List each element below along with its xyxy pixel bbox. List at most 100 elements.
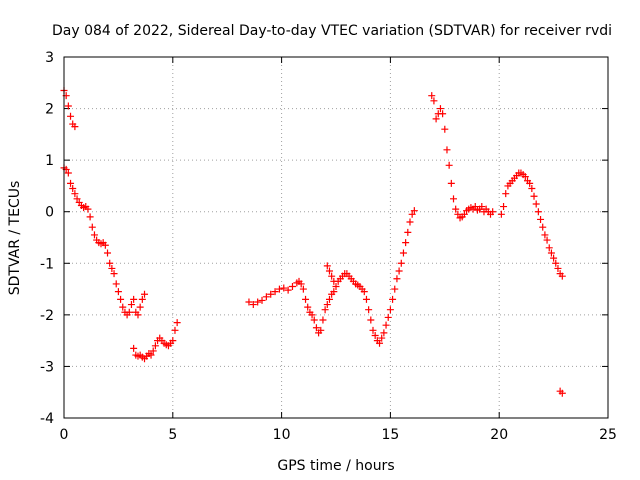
data-point-seg-outlier — [558, 389, 566, 397]
data-point-seg-mid — [302, 295, 310, 303]
x-tick-label: 15 — [381, 427, 399, 443]
data-point-seg-end — [558, 272, 566, 280]
data-point-seg-mid — [397, 259, 405, 267]
data-point-seg-end — [550, 254, 558, 262]
data-point-seg-main — [138, 295, 146, 303]
data-point-seg-mid — [380, 329, 388, 337]
data-point-seg-mid — [299, 285, 307, 293]
data-point-seg-trough — [169, 337, 177, 345]
data-point-seg-late — [450, 195, 458, 203]
data-point-seg-mid — [404, 228, 412, 236]
data-point-seg-early — [64, 102, 72, 110]
data-point-seg-trough — [171, 326, 179, 334]
y-tick-label: 0 — [45, 205, 54, 221]
data-point-seg-mid — [323, 301, 331, 309]
x-tick-label: 5 — [168, 427, 177, 443]
data-point-seg-mid — [402, 239, 410, 247]
data-point-seg-main — [90, 231, 98, 239]
data-point-seg-mid — [367, 316, 375, 324]
data-point-seg-late — [441, 125, 449, 133]
data-point-seg-mid — [393, 275, 401, 283]
chart-title: Day 084 of 2022, Sidereal Day-to-day VTE… — [52, 23, 612, 39]
y-tick-label: 2 — [45, 102, 54, 118]
data-point-seg-main — [112, 280, 120, 288]
data-point-seg-end — [532, 200, 540, 208]
data-point-seg-end — [554, 264, 562, 272]
data-point-seg-mid — [386, 306, 394, 314]
data-point-seg-late — [478, 203, 486, 211]
data-point-seg-mid — [317, 326, 325, 334]
data-point-seg-end — [526, 179, 534, 187]
x-axis-label: GPS time / hours — [277, 458, 394, 474]
data-point-seg-main — [117, 295, 125, 303]
data-point-seg-main — [108, 264, 116, 272]
data-point-seg-mid — [258, 296, 266, 304]
data-point-seg-late — [489, 208, 497, 216]
data-point-seg-main — [119, 303, 127, 311]
data-point-seg-mid — [410, 207, 418, 215]
grid-lines — [64, 57, 608, 418]
data-point-seg-end — [547, 249, 555, 257]
data-point-seg-end — [502, 190, 510, 198]
data-point-seg-trough — [147, 351, 155, 359]
data-point-seg-mid — [245, 298, 253, 306]
data-points — [60, 87, 566, 397]
data-point-seg-mid — [399, 249, 407, 257]
data-point-seg-main — [67, 179, 75, 187]
y-axis-label: SDTVAR / TECUs — [7, 181, 23, 296]
data-point-seg-main — [71, 190, 79, 198]
data-point-seg-mid — [321, 306, 329, 314]
data-point-seg-end — [497, 210, 505, 218]
data-point-seg-late — [436, 105, 444, 113]
data-point-seg-end — [500, 203, 508, 211]
x-tick-label: 20 — [490, 427, 508, 443]
data-point-seg-mid — [369, 326, 377, 334]
data-point-seg-mid-branch — [328, 272, 336, 280]
data-point-seg-end — [534, 208, 542, 216]
y-tick-label: -3 — [40, 359, 54, 375]
data-point-seg-mid — [280, 284, 288, 292]
data-point-seg-end — [539, 223, 547, 231]
data-point-seg-late — [471, 203, 479, 211]
data-point-seg-mid — [362, 295, 370, 303]
data-point-seg-mid — [249, 301, 257, 309]
data-point-seg-main — [101, 241, 109, 249]
data-point-seg-end — [552, 259, 560, 267]
data-point-seg-mid — [330, 288, 338, 296]
data-point-seg-mid — [275, 285, 283, 293]
data-point-seg-main — [130, 295, 138, 303]
data-point-seg-mid — [332, 282, 340, 290]
data-point-seg-trough — [151, 342, 159, 350]
data-point-seg-mid — [384, 313, 392, 321]
data-point-seg-late — [452, 205, 460, 213]
data-point-seg-mid-branch — [323, 262, 331, 270]
tick-labels: 0 5 10 15 20 25 -4 -3 -2 -1 0 1 2 3 — [40, 50, 617, 443]
data-point-seg-mid — [360, 288, 368, 296]
data-point-seg-mid-branch — [325, 267, 333, 275]
data-point-seg-end — [545, 244, 553, 252]
data-point-seg-mid — [365, 306, 373, 314]
data-point-seg-mid — [408, 210, 416, 218]
data-point-seg-mid — [325, 295, 333, 303]
data-point-seg-main — [125, 308, 133, 316]
data-point-seg-mid — [312, 324, 320, 332]
data-point-seg-end — [528, 185, 536, 193]
y-tick-label: -1 — [40, 256, 54, 272]
data-point-seg-main — [84, 205, 92, 213]
data-point-seg-trough — [149, 347, 157, 355]
data-point-seg-end — [541, 231, 549, 239]
data-point-seg-main — [73, 195, 81, 203]
data-point-seg-mid — [297, 280, 305, 288]
data-point-seg-trough — [173, 319, 181, 327]
data-point-seg-end — [543, 236, 551, 244]
data-point-seg-mid — [271, 288, 279, 296]
data-point-seg-mid-branch — [330, 277, 338, 285]
data-point-seg-late — [445, 161, 453, 169]
data-point-seg-mid — [267, 290, 275, 298]
y-tick-label: -4 — [40, 411, 54, 427]
data-point-seg-end — [537, 215, 545, 223]
data-point-seg-mid — [319, 316, 327, 324]
data-point-seg-mid — [378, 334, 386, 342]
